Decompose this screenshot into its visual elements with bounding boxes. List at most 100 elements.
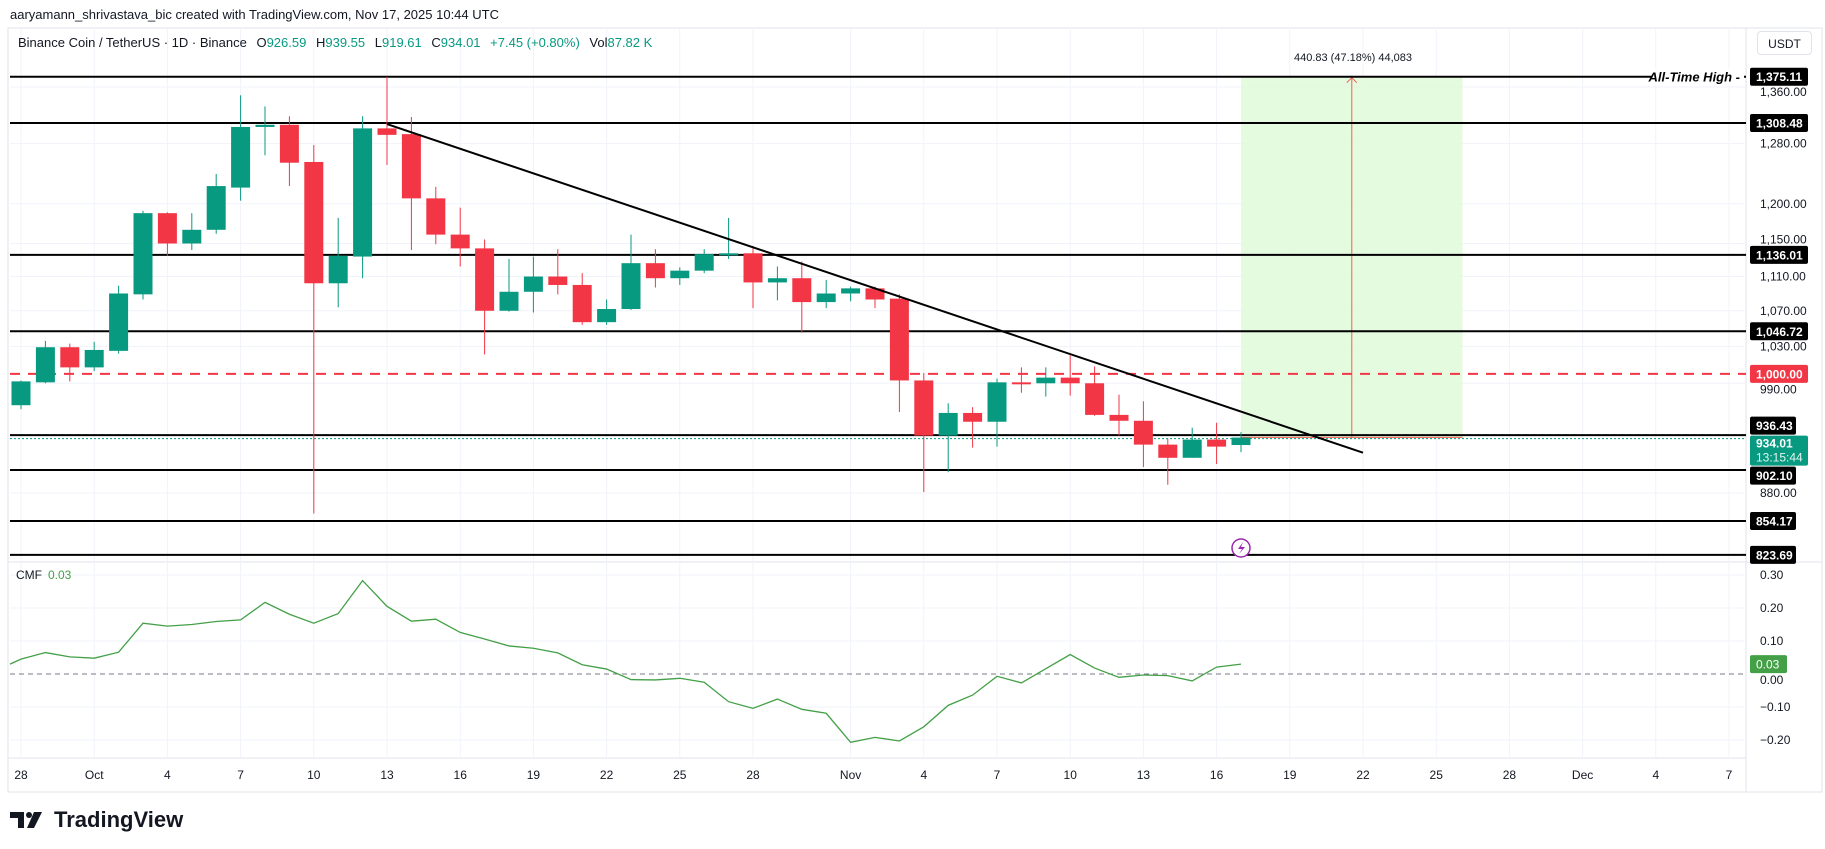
level-price-label[interactable]: 936.43 — [1750, 416, 1796, 435]
time-axis[interactable]: 28 Oct 4 7 10 13 16 19 22 25 28 Nov 4 7 10 13 16 19 22 25 28… — [14, 768, 1732, 782]
level-price-label-bg — [1750, 416, 1796, 435]
trendline[interactable] — [386, 123, 1364, 558]
candle-body — [450, 234, 470, 249]
open-value: 926.59 — [266, 35, 307, 50]
date-tick-label: 28 — [14, 768, 28, 782]
candle-body — [694, 254, 714, 271]
projection-label: 440.83 (47.18%) 44,083 — [1294, 52, 1412, 64]
candle-body — [279, 124, 299, 163]
date-tick-label: 16 — [1210, 768, 1224, 782]
candle-body — [426, 198, 446, 235]
date-tick-label: 4 — [164, 768, 171, 782]
candle — [1231, 432, 1251, 453]
level-price-label[interactable]: 1,308.48 — [1750, 114, 1808, 133]
close-label: C — [431, 35, 441, 50]
date-tick-label: Nov — [840, 768, 861, 782]
level-price-label[interactable]: 902.10 — [1750, 466, 1796, 485]
date-tick-label: 25 — [1430, 768, 1444, 782]
cmf-legend[interactable]: CMF 0.03 — [16, 568, 71, 582]
level-price-label[interactable]: 823.69 — [1750, 545, 1796, 564]
lightning-bolt-icon[interactable] — [1231, 538, 1251, 558]
psych-level-label[interactable]: 1,000.00 — [1750, 364, 1808, 383]
projection-box[interactable] — [1241, 76, 1463, 438]
level-price-label[interactable]: 1,046.72 — [1750, 322, 1808, 341]
candle-body — [719, 253, 739, 256]
candle — [11, 380, 31, 410]
candle-body — [231, 126, 251, 188]
tradingview-logo[interactable]: TradingView — [10, 805, 183, 835]
candle — [963, 407, 983, 448]
date-tick-label: 22 — [1356, 768, 1370, 782]
symbol-name[interactable]: Binance Coin / TetherUS · 1D · Binance — [18, 35, 247, 50]
candle-body — [743, 253, 763, 283]
date-tick-label: 19 — [527, 768, 541, 782]
psych-level-label-text: 1,000.00 — [1756, 367, 1803, 381]
change-value: +7.45 (+0.80%) — [490, 35, 580, 50]
candle-body — [865, 288, 885, 300]
candle-body — [1011, 382, 1031, 385]
date-tick-label: 7 — [1726, 768, 1733, 782]
level-price-label-text: 1,136.01 — [1756, 248, 1803, 262]
candle — [670, 267, 690, 285]
last-price-value: 934.01 — [1756, 437, 1793, 451]
low-label: L — [374, 35, 382, 50]
candle-body — [1133, 420, 1153, 445]
level-price-label-text: 1,375.11 — [1756, 70, 1802, 84]
level-price-label[interactable]: 1,375.11 — [1750, 67, 1808, 86]
volume-value: 87.82 K — [607, 35, 653, 50]
candle-body — [792, 278, 812, 303]
price-tick-label: 1,280.00 — [1760, 137, 1807, 151]
date-tick-label: 7 — [994, 768, 1001, 782]
level-price-label-text: 936.43 — [1756, 419, 1793, 433]
candle — [987, 378, 1007, 447]
date-tick-label: Dec — [1572, 768, 1593, 782]
candle — [206, 173, 226, 234]
cmf-value-label[interactable]: 0.03 — [1750, 655, 1787, 674]
currency-button[interactable]: USDT — [1757, 31, 1812, 55]
level-price-label-bg — [1750, 545, 1796, 564]
date-tick-label: Oct — [85, 768, 104, 782]
last-price-bg — [1750, 435, 1808, 466]
candle — [914, 372, 934, 493]
descending-trendline[interactable] — [386, 123, 1364, 454]
level-price-label[interactable]: 854.17 — [1750, 511, 1796, 530]
price-axis[interactable]: 1,375.11 1,308.48 1,136.01 1,046.72 936.43 90… — [1750, 67, 1808, 747]
candle — [816, 279, 836, 309]
date-tick-label: 16 — [454, 768, 468, 782]
countdown-timer: 13:15:44 — [1756, 451, 1803, 465]
horizontal-levels[interactable]: All-Time High - — [10, 68, 1746, 556]
candle-body — [816, 293, 836, 303]
candle — [499, 259, 519, 312]
candles — [11, 76, 1251, 514]
level-price-label-text: 1,308.48 — [1756, 117, 1803, 131]
high-label: H — [315, 35, 326, 50]
candle-body — [206, 186, 226, 230]
date-tick-label: 10 — [307, 768, 321, 782]
date-tick-label: 7 — [237, 768, 244, 782]
candle-body — [572, 284, 592, 323]
level-price-label-text: 1,046.72 — [1756, 325, 1803, 339]
candle — [1207, 422, 1227, 464]
candle-body — [11, 381, 31, 406]
candle-body — [133, 213, 153, 295]
date-tick-label: 22 — [600, 768, 614, 782]
candle-body — [963, 412, 983, 422]
tradingview-logo-icon — [10, 812, 42, 828]
candle — [572, 273, 592, 325]
candle-body — [182, 229, 202, 244]
open-label: O — [256, 35, 267, 50]
cmf-name: CMF — [16, 568, 42, 582]
level-price-label-bg — [1750, 67, 1808, 86]
level-price-label-bg — [1750, 466, 1796, 485]
level-price-label-bg — [1750, 114, 1808, 133]
candle — [133, 210, 153, 300]
candle-body — [35, 347, 55, 383]
low-value: 919.61 — [381, 35, 422, 50]
level-price-label[interactable]: 1,136.01 — [1750, 245, 1808, 264]
candle — [1158, 438, 1178, 485]
candle — [645, 249, 665, 288]
candle — [597, 299, 617, 325]
cmf-tick-label: 0.30 — [1760, 568, 1784, 582]
